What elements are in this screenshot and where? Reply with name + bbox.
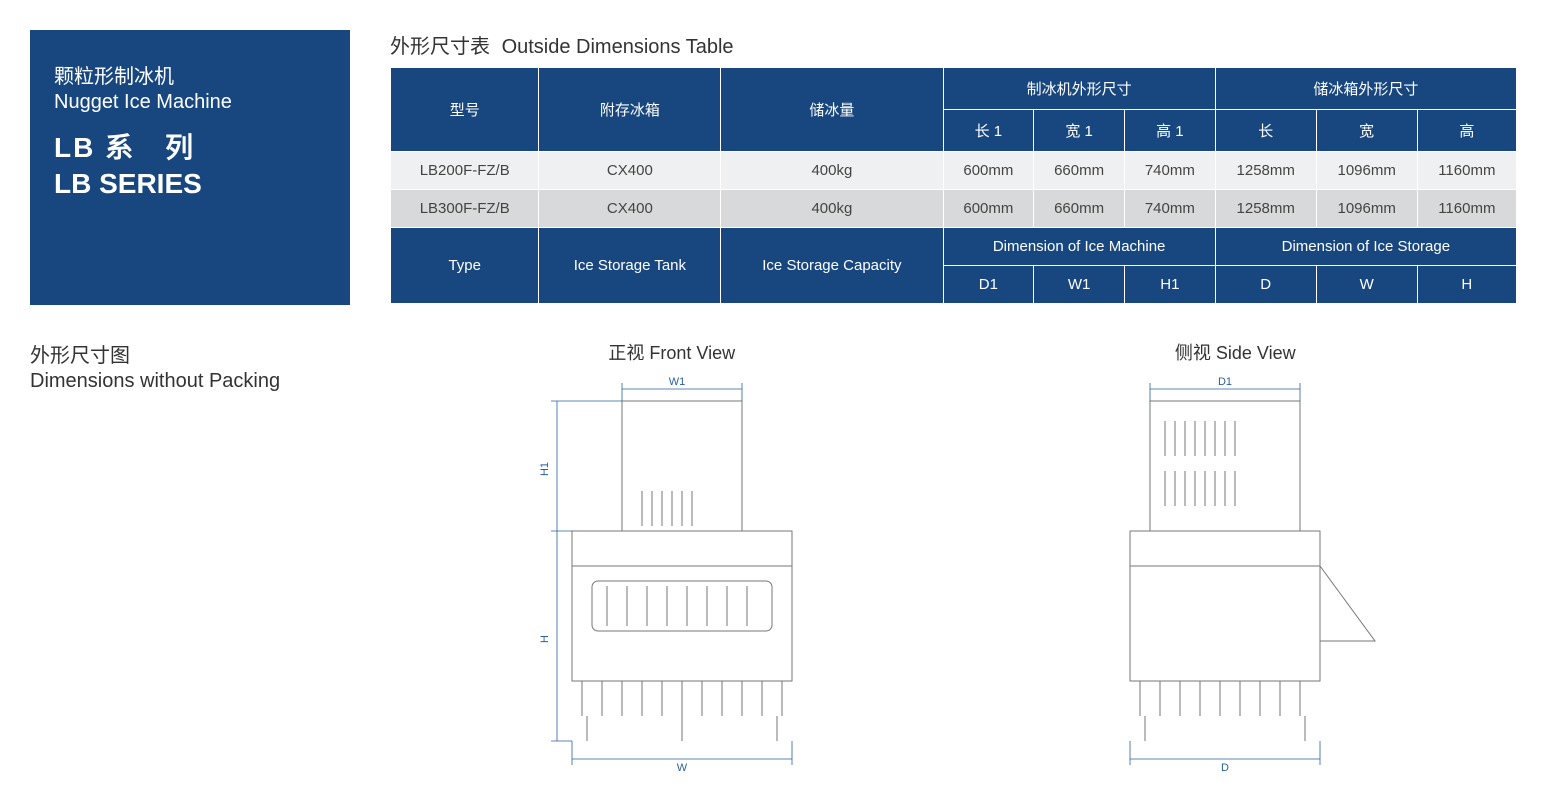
th-h1-en: H1 [1124, 266, 1215, 304]
table-row: LB300F-FZ/B CX400 400kg 600mm 660mm 740m… [391, 190, 1517, 228]
th-machine-group-en: Dimension of Ice Machine [943, 228, 1215, 266]
th-h-cn: 高 [1417, 110, 1516, 152]
dim-title-cn: 外形尺寸图 [30, 339, 350, 368]
side-view-label-cn: 侧视 [1175, 343, 1211, 363]
cell-d1: 600mm [943, 152, 1034, 190]
dimensions-section-title: 外形尺寸图 Dimensions without Packing [30, 339, 350, 393]
th-tank-en: Ice Storage Tank [539, 228, 721, 304]
cell-w: 1096mm [1316, 190, 1417, 228]
dimensions-table-wrap: 外形尺寸表 Outside Dimensions Table 型号 附存冰箱 储… [390, 30, 1517, 304]
front-view-label-en: Front View [649, 343, 735, 363]
cell-w1: 660mm [1034, 152, 1125, 190]
th-capacity-en: Ice Storage Capacity [721, 228, 943, 304]
cell-d: 1258mm [1215, 152, 1316, 190]
th-d-cn: 长 [1215, 110, 1316, 152]
front-view-label-cn: 正视 [608, 343, 644, 363]
cell-h: 1160mm [1417, 190, 1516, 228]
th-tank-cn: 附存冰箱 [539, 68, 721, 152]
th-storage-group-en: Dimension of Ice Storage [1215, 228, 1516, 266]
dim-label-d1: D1 [1218, 376, 1232, 388]
cell-h1: 740mm [1124, 152, 1215, 190]
side-view-schematic: D1 D [1075, 371, 1395, 771]
dim-label-w1: W1 [669, 376, 686, 388]
cell-model: LB300F-FZ/B [391, 190, 539, 228]
th-d1-en: D1 [943, 266, 1034, 304]
cell-tank: CX400 [539, 190, 721, 228]
side-view-label-en: Side View [1216, 343, 1296, 363]
series-en: LB SERIES [54, 168, 326, 200]
cell-w1: 660mm [1034, 190, 1125, 228]
table-title-cn: 外形尺寸表 [390, 36, 490, 58]
th-storage-group-cn: 储冰箱外形尺寸 [1215, 68, 1516, 110]
table-title-en: Outside Dimensions Table [502, 36, 734, 58]
th-w1-en: W1 [1034, 266, 1125, 304]
dim-label-d: D [1221, 762, 1229, 771]
th-h1-cn: 高 1 [1124, 110, 1215, 152]
th-w-en: W [1316, 266, 1417, 304]
dim-label-h: H [539, 635, 551, 643]
title-cn: 颗粒形制冰机 [54, 60, 326, 89]
th-h-en: H [1417, 266, 1516, 304]
th-w1-cn: 宽 1 [1034, 110, 1125, 152]
th-w-cn: 宽 [1316, 110, 1417, 152]
table-title: 外形尺寸表 Outside Dimensions Table [390, 30, 1517, 59]
cell-d: 1258mm [1215, 190, 1316, 228]
series-title-box: 颗粒形制冰机 Nugget Ice Machine LB 系 列 LB SERI… [30, 30, 350, 305]
th-machine-group-cn: 制冰机外形尺寸 [943, 68, 1215, 110]
front-view-schematic: W1 W H1 H [512, 371, 832, 771]
th-d1-cn: 长 1 [943, 110, 1034, 152]
cell-tank: CX400 [539, 152, 721, 190]
cell-w: 1096mm [1316, 152, 1417, 190]
dim-label-w: W [677, 762, 688, 771]
dim-label-h1: H1 [539, 462, 551, 476]
side-view-label: 侧视 Side View [1075, 339, 1395, 365]
dimensions-table: 型号 附存冰箱 储冰量 制冰机外形尺寸 储冰箱外形尺寸 长 1 宽 1 高 1 … [390, 67, 1517, 304]
cell-h1: 740mm [1124, 190, 1215, 228]
title-en: Nugget Ice Machine [54, 91, 326, 114]
th-d-en: D [1215, 266, 1316, 304]
th-capacity-cn: 储冰量 [721, 68, 943, 152]
cell-h: 1160mm [1417, 152, 1516, 190]
front-view-label: 正视 Front View [512, 339, 832, 365]
side-view-block: 侧视 Side View [1075, 339, 1395, 771]
front-view-block: 正视 Front View [512, 339, 832, 771]
dim-title-en: Dimensions without Packing [30, 370, 350, 393]
cell-capacity: 400kg [721, 190, 943, 228]
cell-capacity: 400kg [721, 152, 943, 190]
series-cn: LB 系 列 [54, 126, 326, 166]
table-row: LB200F-FZ/B CX400 400kg 600mm 660mm 740m… [391, 152, 1517, 190]
th-model-en: Type [391, 228, 539, 304]
cell-d1: 600mm [943, 190, 1034, 228]
th-model-cn: 型号 [391, 68, 539, 152]
cell-model: LB200F-FZ/B [391, 152, 539, 190]
